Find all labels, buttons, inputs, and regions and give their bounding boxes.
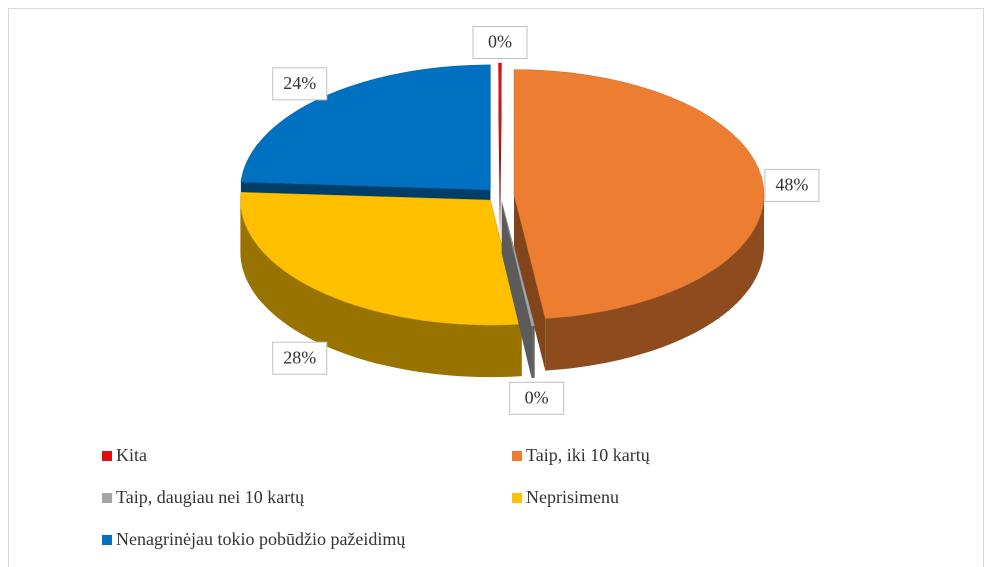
data-label: 0% [488,32,512,52]
slice-side [531,325,535,379]
slice-wall [501,201,532,379]
legend-label: Taip, daugiau nei 10 kartų [116,487,305,507]
data-label-box [272,341,328,375]
legend-swatch [102,493,112,503]
slice-top [498,62,502,189]
data-label-box [472,26,528,59]
legend-label: Taip, iki 10 kartų [526,445,651,465]
slice-top [513,69,765,319]
data-label: 24% [283,73,316,93]
slice [501,201,535,379]
slice-top [501,201,535,327]
slice-wall [514,194,546,371]
legend-label: Nenagrinėjau tokio pobūdžio pažeidimų [116,529,406,549]
data-label: 28% [283,347,316,367]
data-label-box [509,381,565,415]
legend-swatch [512,493,522,503]
legend-swatch [102,535,112,545]
data-label: 0% [525,387,549,407]
legend-swatch [102,451,112,461]
slice-side [240,200,522,378]
data-label-box [764,168,820,202]
slice-top [240,192,523,326]
legend-swatch [512,451,522,461]
slice [513,69,765,371]
legend-label: Neprisimenu [526,487,619,507]
data-label: 48% [775,175,808,195]
slice [498,62,502,240]
legend-label: Kita [116,445,147,465]
slice [240,192,523,378]
slice-side [545,194,764,371]
data-label-box [272,67,328,101]
